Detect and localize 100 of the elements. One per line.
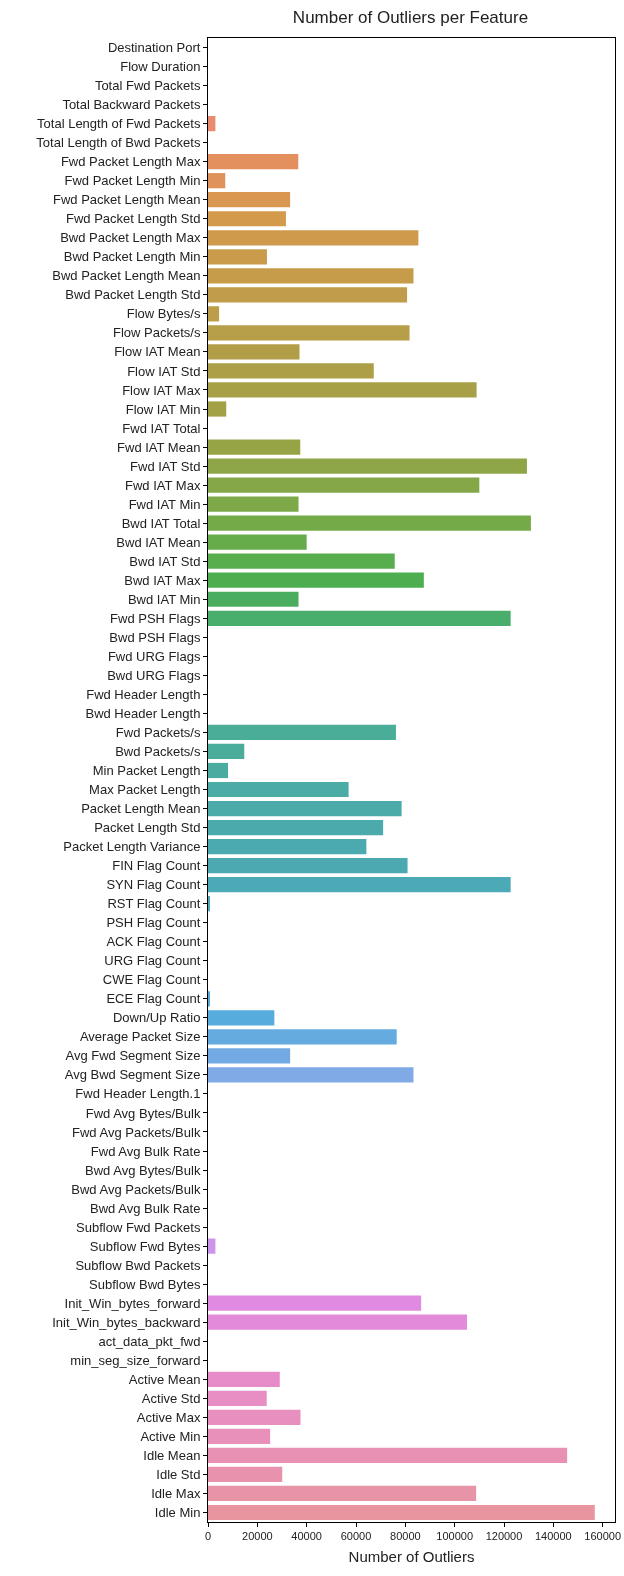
y-tick-label: Bwd Packets/s	[115, 744, 201, 760]
bar	[208, 858, 408, 874]
y-tick-label: SYN Flag Count	[106, 877, 201, 893]
bar	[208, 192, 291, 208]
y-tick-label: Fwd IAT Max	[125, 477, 201, 493]
bar	[208, 268, 414, 284]
bar	[208, 1428, 271, 1444]
y-tick-label: Bwd IAT Min	[127, 591, 201, 607]
y-tick-label: Destination Port	[107, 40, 201, 56]
y-tick-label: Bwd Packet Length Mean	[52, 268, 201, 284]
bar	[208, 496, 299, 512]
bar	[208, 515, 531, 531]
y-tick-label: Min Packet Length	[92, 763, 201, 779]
bar	[208, 572, 424, 588]
bar	[208, 1029, 397, 1045]
y-tick-label: Bwd IAT Std	[129, 553, 201, 569]
y-tick-label: Flow Duration	[120, 59, 201, 75]
x-tick-label: 160000	[584, 1530, 622, 1543]
y-tick-label: Flow IAT Std	[127, 363, 201, 379]
x-tick-label: 60000	[340, 1530, 372, 1543]
y-tick-label: URG Flag Count	[104, 953, 201, 969]
y-tick-label: Total Length of Fwd Packets	[37, 116, 201, 132]
bar	[208, 724, 396, 741]
bar	[208, 1504, 595, 1521]
bar	[208, 154, 299, 170]
x-axis-title: Number of Outliers	[348, 1548, 475, 1566]
y-tick-label: Idle Mean	[143, 1447, 201, 1463]
y-tick-label: CWE Flag Count	[102, 972, 201, 988]
y-tick-label: FIN Flag Count	[112, 858, 201, 874]
y-tick-label: Bwd IAT Max	[124, 572, 201, 588]
y-tick-label: Bwd URG Flags	[107, 667, 201, 683]
bar	[208, 363, 374, 379]
x-tick-label: 0	[204, 1530, 212, 1543]
bar	[208, 762, 228, 779]
y-tick-label: Flow IAT Max	[122, 382, 201, 398]
bar	[208, 1466, 283, 1483]
bar	[208, 800, 402, 817]
y-tick-label: Fwd Avg Bytes/Bulk	[85, 1105, 201, 1121]
y-tick-label: Fwd Avg Packets/Bulk	[72, 1124, 201, 1140]
bar	[208, 1314, 467, 1330]
bar	[208, 819, 384, 836]
x-tick-label: 100000	[436, 1530, 474, 1543]
y-tick-label: Active Std	[141, 1390, 201, 1406]
y-tick-label: Bwd Header Length	[85, 705, 201, 721]
y-tick-label: Fwd IAT Std	[130, 458, 201, 474]
bar	[208, 401, 227, 417]
bar	[208, 877, 511, 893]
y-tick-label: Flow Bytes/s	[126, 306, 201, 322]
y-tick-label: Bwd Avg Bytes/Bulk	[85, 1162, 201, 1178]
y-tick-label: Active Max	[136, 1409, 201, 1425]
bar	[208, 382, 477, 398]
y-tick-label: Subflow Bwd Packets	[75, 1257, 201, 1273]
bar	[208, 1010, 275, 1026]
x-tick-label: 80000	[390, 1530, 421, 1543]
bar	[208, 1409, 301, 1425]
y-tick-label: Average Packet Size	[79, 1029, 201, 1045]
chart-title: Number of Outliers per Feature	[292, 7, 529, 27]
y-tick-label: Avg Fwd Segment Size	[65, 1048, 201, 1064]
bar	[208, 249, 267, 265]
y-tick-label: Fwd Header Length.1	[75, 1086, 201, 1102]
x-tick-label: 20000	[242, 1530, 273, 1543]
y-tick-label: Bwd PSH Flags	[109, 629, 201, 645]
y-tick-label: Fwd Avg Bulk Rate	[90, 1143, 201, 1159]
y-tick-label: Bwd Packet Length Std	[65, 287, 201, 303]
y-tick-label: Bwd Packet Length Max	[60, 230, 201, 246]
y-tick-label: Flow Packets/s	[112, 325, 201, 341]
bar	[208, 534, 307, 550]
y-tick-label: Bwd Packet Length Min	[63, 249, 201, 265]
y-tick-label: Fwd Packet Length Min	[64, 173, 201, 189]
y-tick-label: Fwd IAT Mean	[117, 439, 201, 455]
y-tick-label: Packet Length Mean	[81, 801, 201, 817]
bar	[208, 439, 301, 455]
y-tick-label: Packet Length Std	[94, 820, 201, 836]
y-tick-label: Total Backward Packets	[62, 97, 201, 113]
y-tick-label: Total Fwd Packets	[94, 78, 201, 94]
y-tick-label: Fwd Packet Length Max	[60, 154, 201, 170]
y-tick-label: Fwd URG Flags	[107, 648, 201, 664]
y-tick-label: Bwd IAT Total	[121, 515, 201, 531]
y-tick-label: Idle Max	[151, 1486, 201, 1502]
y-tick-label: Idle Min	[154, 1505, 201, 1521]
bar	[208, 610, 511, 626]
y-tick-label: Down/Up Ratio	[112, 1010, 201, 1026]
y-tick-label: ECE Flag Count	[106, 991, 201, 1007]
y-tick-label: Flow IAT Min	[125, 401, 201, 417]
bar	[208, 306, 220, 322]
x-tick-label: 140000	[534, 1530, 572, 1543]
bar	[208, 781, 349, 798]
y-tick-label: Bwd Avg Packets/Bulk	[71, 1181, 201, 1197]
y-tick-label: Subflow Bwd Bytes	[89, 1276, 201, 1292]
bar	[208, 287, 408, 303]
y-tick-label: Avg Bwd Segment Size	[64, 1067, 201, 1083]
y-tick-label: Idle Std	[156, 1466, 201, 1482]
y-tick-label: ACK Flag Count	[106, 934, 201, 950]
bar	[208, 838, 367, 855]
bar	[208, 173, 226, 189]
y-tick-label: Total Length of Bwd Packets	[36, 135, 201, 151]
bar	[208, 743, 245, 760]
bar	[208, 591, 299, 607]
y-tick-label: PSH Flag Count	[106, 915, 201, 931]
y-tick-label: Fwd IAT Min	[128, 496, 201, 512]
